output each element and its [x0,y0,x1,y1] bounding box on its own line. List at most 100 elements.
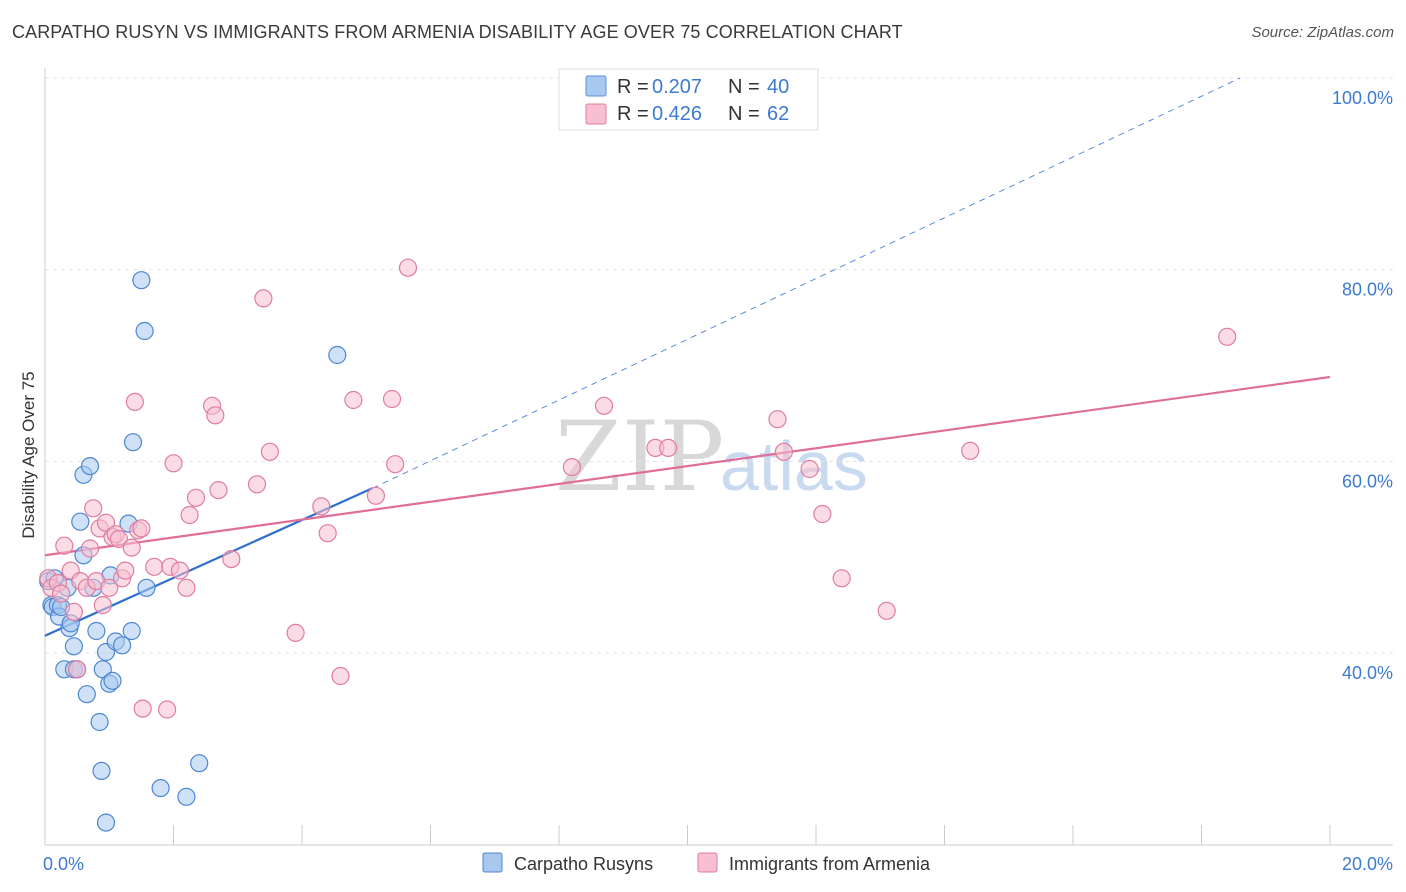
axes [44,68,1393,846]
legend-n-value-armenia: 62 [767,103,789,125]
point-immigrants-armenia [331,666,350,686]
y-tick-label: 60.0% [1342,471,1393,491]
point-carpatho-rusyns [90,712,109,732]
point-immigrants-armenia [132,519,151,538]
point-carpatho-rusyns [190,754,209,773]
point-immigrants-armenia [93,595,112,615]
point-immigrants-armenia [247,475,267,494]
point-immigrants-armenia [659,438,678,457]
point-carpatho-rusyns [92,761,111,781]
bottom-legend-swatch-armenia [697,852,718,873]
legend-r-value-armenia: 0.426 [652,103,702,125]
bottom-legend-swatch-carpatho [482,852,503,873]
point-immigrants-armenia [55,536,74,555]
trend-line-armenia [44,375,1331,557]
watermark-atlas: atlas [720,427,868,505]
y-tick-label: 80.0% [1342,280,1393,300]
point-immigrants-armenia [398,258,418,277]
point-immigrants-armenia [80,539,100,558]
point-immigrants-armenia [158,700,177,719]
point-immigrants-armenia [51,584,71,603]
point-immigrants-armenia [877,601,896,620]
point-immigrants-armenia [318,524,337,543]
y-tick-label: 100.0% [1332,88,1393,108]
point-immigrants-armenia [774,442,794,461]
point-immigrants-armenia [832,569,851,588]
point-immigrants-armenia [594,396,614,415]
point-immigrants-armenia [254,289,273,308]
legend-r-value-carpatho: 0.207 [652,76,702,98]
x-tick-labels: 0.0% 20.0% [43,854,1393,874]
point-immigrants-armenia [180,505,199,525]
point-carpatho-rusyns [137,578,156,597]
legend-r-label-carpatho: R = [617,76,649,98]
point-carpatho-rusyns [328,345,347,365]
point-immigrants-armenia [813,504,832,524]
point-immigrants-armenia [84,499,103,518]
point-carpatho-rusyns [87,621,106,641]
point-immigrants-armenia [109,529,129,549]
point-immigrants-armenia [116,561,135,580]
point-carpatho-rusyns [123,433,143,452]
legend-swatch-armenia [585,103,607,125]
point-carpatho-rusyns [151,778,170,798]
point-carpatho-rusyns [80,457,100,476]
top-legend: R = 0.207 N = 40 R = 0.426 N = 62 [558,68,819,131]
point-immigrants-armenia [67,660,87,679]
point-carpatho-rusyns [71,512,90,531]
point-immigrants-armenia [64,602,84,621]
legend-n-label-armenia: N = [728,103,760,125]
bottom-legend-label-carpatho: Carpatho Rusyns [514,854,653,874]
point-immigrants-armenia [312,497,331,516]
legend-n-label-carpatho: N = [728,76,760,98]
point-immigrants-armenia [122,538,141,557]
point-carpatho-rusyns [135,321,154,341]
point-immigrants-armenia [961,441,980,460]
point-immigrants-armenia [382,389,402,409]
chart-title: CARPATHO RUSYN VS IMMIGRANTS FROM ARMENI… [12,22,903,42]
point-immigrants-armenia [562,458,582,477]
point-immigrants-armenia [222,549,241,569]
point-immigrants-armenia [125,392,144,411]
point-immigrants-armenia [170,561,189,580]
point-carpatho-rusyns [132,271,151,290]
point-immigrants-armenia [145,557,164,576]
point-carpatho-rusyns [103,671,122,690]
point-carpatho-rusyns [77,685,96,704]
y-tick-label: 40.0% [1342,663,1393,683]
bottom-legend-label-armenia: Immigrants from Armenia [729,854,931,874]
x-tick-label: 0.0% [43,854,84,874]
x-tick-label: 20.0% [1342,854,1393,874]
legend-swatch-carpatho [585,75,607,97]
point-immigrants-armenia [768,410,787,429]
watermark-zip: ZIP [555,401,724,513]
point-immigrants-armenia [206,406,225,425]
point-carpatho-rusyns [112,636,132,655]
gridlines [45,77,1393,654]
point-carpatho-rusyns [122,621,141,641]
point-carpatho-rusyns [177,787,196,806]
chart-source: Source: ZipAtlas.com [1251,24,1394,41]
point-immigrants-armenia [1218,327,1237,346]
point-immigrants-armenia [260,442,279,461]
point-immigrants-armenia [344,390,363,410]
point-immigrants-armenia [386,455,405,474]
point-carpatho-rusyns [96,813,116,832]
y-axis-label: Disability Age Over 75 [19,371,38,538]
legend-r-label-armenia: R = [617,103,649,125]
data-points [39,258,1237,832]
point-immigrants-armenia [800,459,819,479]
x-minor-ticks [44,825,1331,845]
legend-n-value-carpatho: 40 [767,76,789,98]
point-immigrants-armenia [209,481,228,500]
point-immigrants-armenia [286,623,305,643]
point-immigrants-armenia [133,699,152,718]
point-immigrants-armenia [100,578,119,597]
bottom-legend: Carpatho Rusyns Immigrants from Armenia [482,852,931,874]
point-immigrants-armenia [186,488,206,507]
point-immigrants-armenia [164,454,183,473]
trend-line-carpatho-extrapolated [372,77,1241,489]
point-immigrants-armenia [366,486,385,505]
point-carpatho-rusyns [64,637,84,656]
